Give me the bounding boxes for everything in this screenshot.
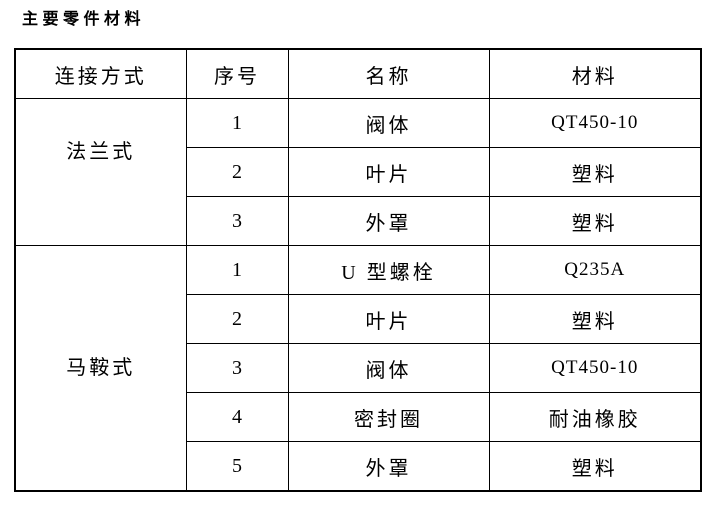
cell-serial: 4: [185, 392, 289, 442]
header-part-name: 名称: [287, 48, 490, 99]
cell-material: 塑料: [488, 441, 702, 492]
connection-label: 马鞍式: [66, 356, 136, 379]
cell-name: 外罩: [287, 196, 490, 246]
cell-connection-flange: 法兰式: [14, 98, 187, 246]
parts-material-table: 连接方式 序号 名称 材料 法兰式 1 阀体 QT450-10 2 叶片 塑料 …: [14, 48, 702, 492]
cell-material: 塑料: [488, 196, 702, 246]
cell-material: 耐油橡胶: [488, 392, 702, 442]
cell-name: 阀体: [287, 343, 490, 393]
page-title: 主要零件材料: [22, 11, 146, 28]
cell-material: 塑料: [488, 294, 702, 344]
table-row: 马鞍式 1 U 型螺栓 Q235A: [14, 245, 702, 492]
header-connection-method: 连接方式: [14, 48, 187, 99]
cell-name: 叶片: [287, 147, 490, 197]
table-row: 3 外罩 塑料: [15, 196, 702, 246]
cell-name: 外罩: [287, 441, 490, 492]
cell-name: 阀体: [287, 98, 490, 148]
cell-serial: 5: [185, 441, 289, 492]
cell-serial: 3: [185, 343, 289, 393]
cell-serial: 3: [185, 196, 289, 246]
cell-serial: 2: [185, 294, 289, 344]
cell-name: U 型螺栓: [287, 245, 490, 295]
table-row: 4 密封圈 耐油橡胶: [15, 392, 702, 442]
table-row: 5 外罩 塑料: [15, 441, 702, 492]
cell-material: Q235A: [488, 245, 702, 295]
cell-serial: 1: [185, 245, 289, 295]
table-row: 3 阀体 QT450-10: [15, 343, 702, 393]
header-material: 材料: [488, 48, 702, 99]
cell-material: QT450-10: [488, 343, 702, 393]
cell-serial: 1: [185, 98, 289, 148]
cell-name: 密封圈: [287, 392, 490, 442]
cell-name: 叶片: [287, 294, 490, 344]
header-serial-number: 序号: [185, 48, 289, 99]
header-row: 连接方式 序号 名称 材料: [14, 48, 702, 99]
cell-connection-saddle: 马鞍式: [14, 245, 187, 492]
table-row: 2 叶片 塑料: [15, 147, 702, 197]
connection-label: 法兰式: [66, 140, 136, 163]
cell-material: QT450-10: [488, 98, 702, 148]
cell-serial: 2: [185, 147, 289, 197]
table-row: 法兰式 1 阀体 QT450-10: [14, 98, 702, 246]
cell-material: 塑料: [488, 147, 702, 197]
